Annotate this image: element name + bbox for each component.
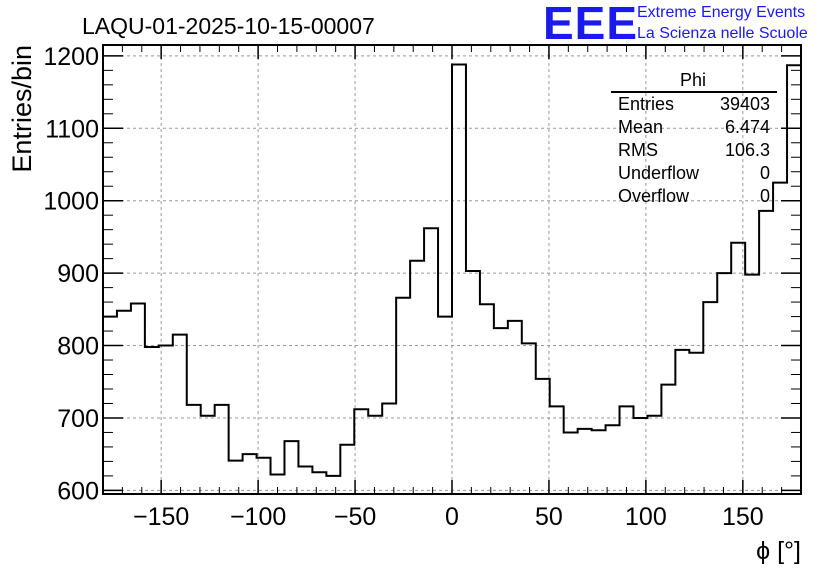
y-tick-label: 900 (57, 260, 99, 288)
stats-value: 6.474 (725, 117, 770, 137)
x-tick-label: 0 (445, 503, 459, 531)
x-axis: −150 −100 −50 0 50 100 150 (102, 45, 802, 531)
y-tick-label: 1000 (43, 188, 99, 216)
stats-label: Overflow (618, 186, 690, 206)
x-tick-label: −50 (334, 503, 376, 531)
y-tick-label: 1200 (43, 43, 99, 71)
y-tick-label: 1100 (45, 115, 99, 143)
y-axis-label: Entries/bin (7, 45, 37, 173)
x-tick-label: 100 (625, 503, 667, 531)
x-tick-label: −150 (133, 503, 189, 531)
chart-title: LAQU-01-2025-10-15-00007 (82, 13, 375, 39)
x-tick-label: 50 (535, 503, 563, 531)
y-tick-label: 700 (57, 405, 99, 433)
stats-value: 106.3 (725, 140, 770, 160)
x-axis-label: ϕ [°] (756, 537, 801, 565)
stats-label: Mean (618, 117, 663, 137)
y-axis: 600 700 800 900 1000 1100 1200 (43, 43, 801, 505)
y-tick-label: 800 (57, 333, 99, 361)
stats-value: 0 (760, 186, 770, 206)
stats-label: Entries (618, 94, 674, 114)
stats-value: 0 (760, 163, 770, 183)
logo-line-2: La Scienza nelle Scuole (637, 25, 808, 42)
logo-line-1: Extreme Energy Events (637, 4, 806, 21)
stats-value: 39403 (720, 94, 770, 114)
stats-title: Phi (680, 70, 706, 90)
histogram-line (103, 63, 801, 477)
eee-logo: EEE (543, 0, 639, 49)
x-tick-label: −100 (230, 503, 286, 531)
x-tick-label: 150 (722, 503, 764, 531)
stats-label: RMS (618, 140, 658, 160)
stats-box: Phi Entries 39403 Mean 6.474 RMS 106.3 Underflo… (611, 70, 777, 206)
y-tick-label: 600 (57, 477, 99, 505)
stats-label: Underflow (618, 163, 700, 183)
